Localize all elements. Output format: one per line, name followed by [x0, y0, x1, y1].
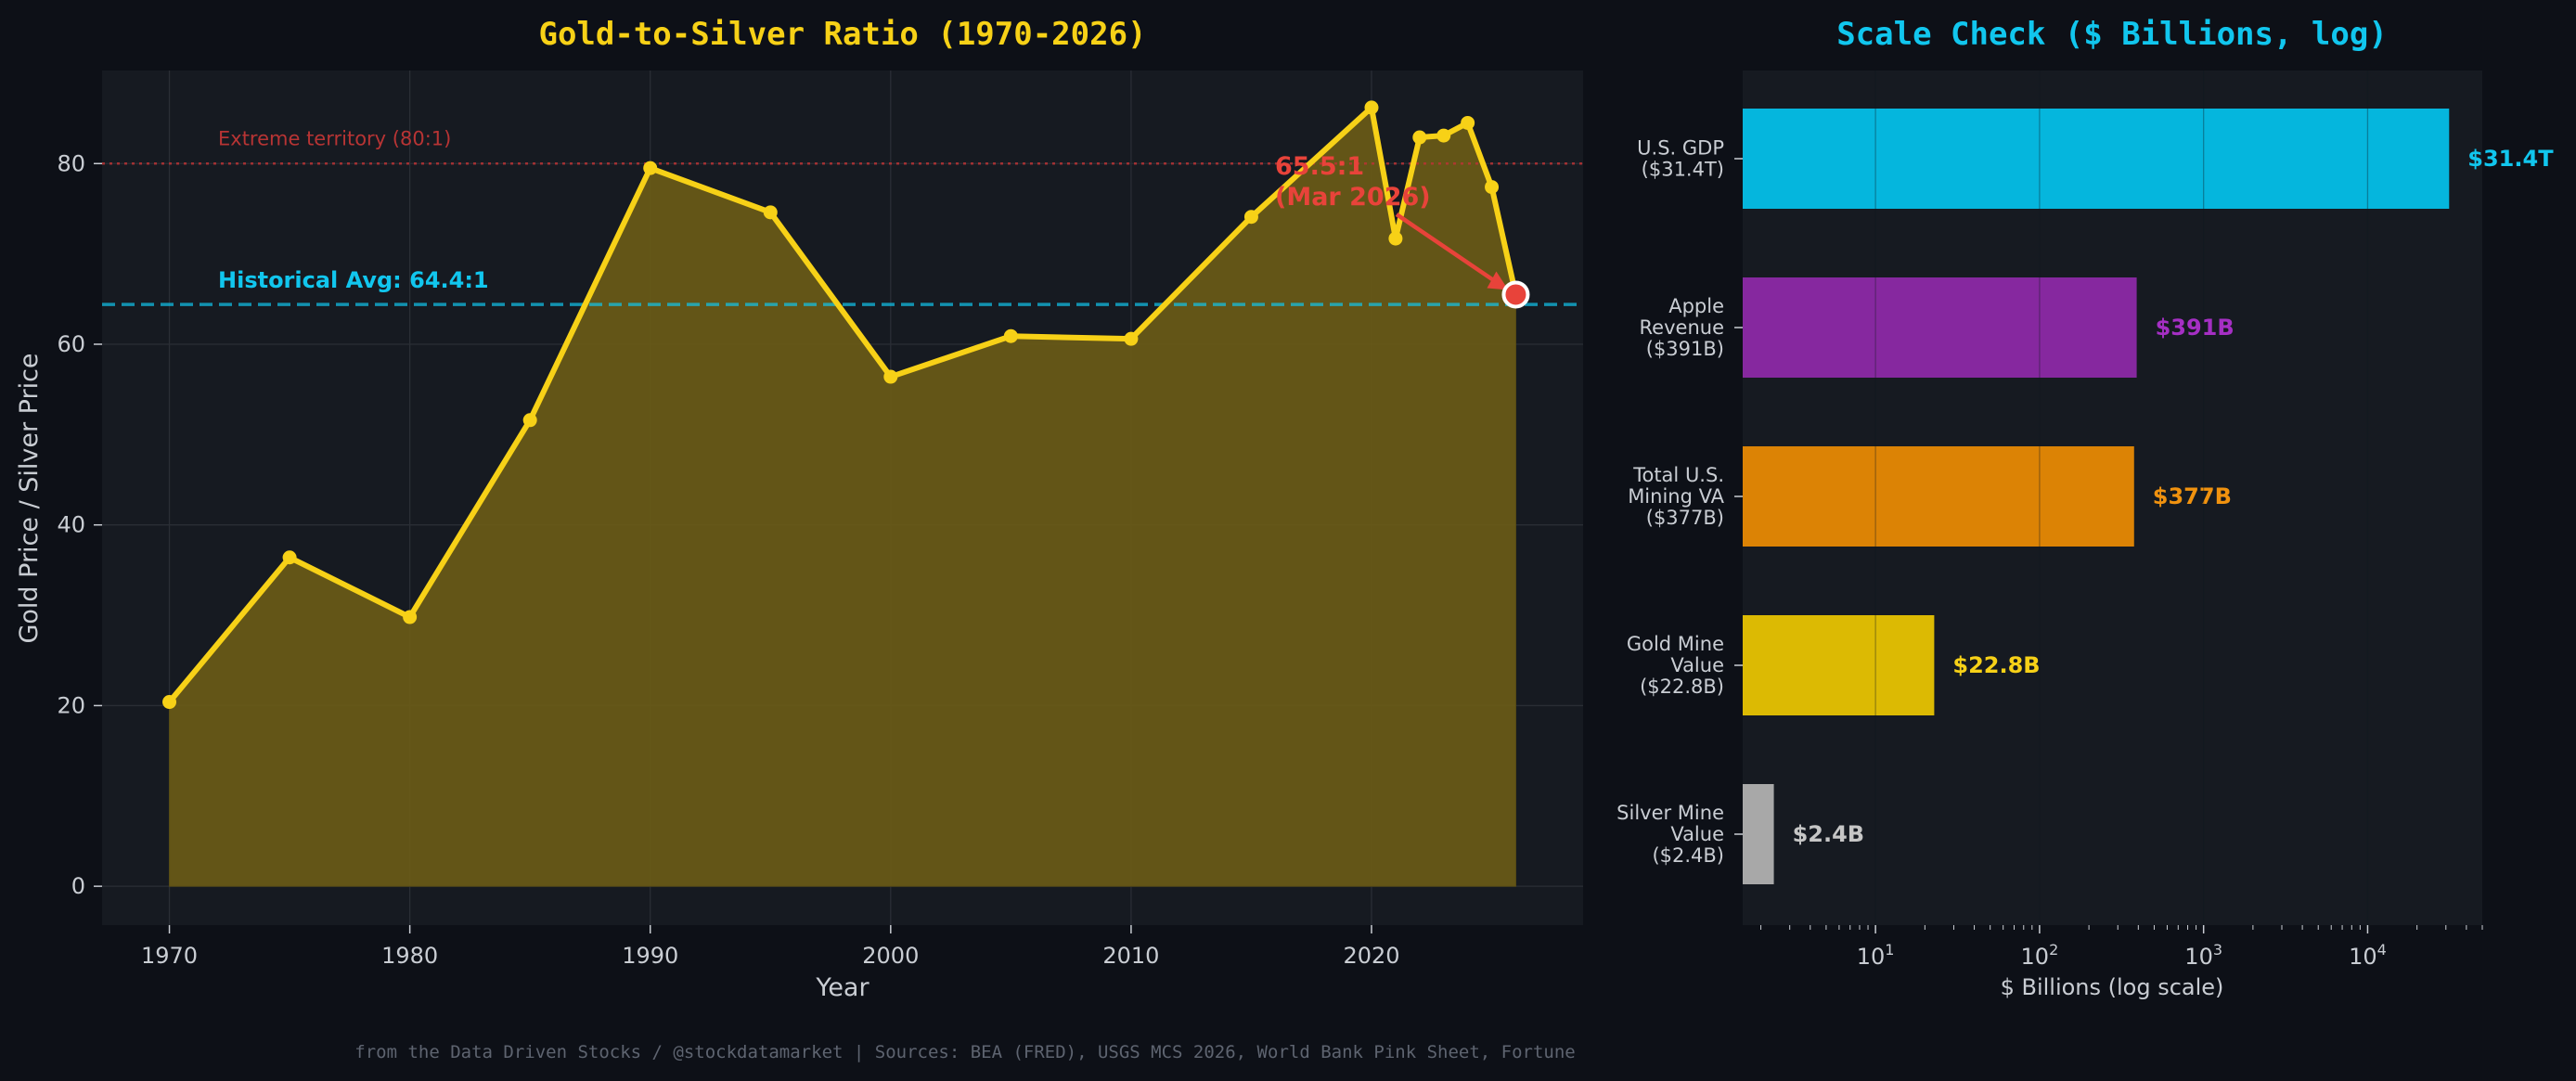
tick-base: 10 — [2349, 944, 2377, 970]
x-tick-label: 101 — [1857, 941, 1895, 970]
tick-base: 10 — [2021, 944, 2050, 970]
x-tick-label: 102 — [2021, 941, 2059, 970]
ratio-data-point — [162, 695, 177, 710]
x-tick-label: 103 — [2184, 941, 2222, 970]
ratio-data-point — [1003, 328, 1018, 343]
x-tick-label: 104 — [2349, 941, 2387, 970]
y-tick-label: 20 — [57, 692, 85, 718]
tick-exponent: 4 — [2377, 941, 2387, 959]
category-label: Silver Mine — [1616, 802, 1724, 824]
ratio-chart: Extreme territory (80:1) Historical Avg: … — [15, 16, 1583, 1002]
scale-chart-title: Scale Check ($ Billions, log) — [1836, 16, 2388, 53]
ratio-data-point — [763, 205, 778, 220]
bar — [1743, 277, 2137, 378]
tick-exponent: 1 — [1885, 941, 1894, 959]
y-tick-label: 60 — [57, 331, 85, 357]
bar-value-label: $377B — [2153, 483, 2232, 509]
ratio-data-point — [1412, 130, 1427, 145]
x-tick-label: 2020 — [1343, 943, 1399, 969]
category-label: ($31.4T) — [1642, 159, 1724, 181]
extreme-territory-label: Extreme territory (80:1) — [218, 127, 451, 149]
category-label: ($2.4B) — [1652, 844, 1724, 867]
ratio-data-point — [1364, 100, 1379, 115]
annotation-arrow-shaft — [1395, 212, 1502, 288]
category-label: Value — [1670, 654, 1724, 676]
ratio-chart-title: Gold-to-Silver Ratio (1970-2026) — [538, 16, 1146, 53]
category-label: Apple — [1668, 295, 1724, 317]
bar — [1743, 109, 2450, 209]
category-label: Gold Mine — [1627, 633, 1724, 655]
ratio-data-point — [643, 161, 658, 175]
bar-value-label: $391B — [2156, 315, 2235, 341]
tick-base: 10 — [1857, 944, 1886, 970]
current-ratio-marker — [1501, 280, 1530, 309]
historical-average-label: Historical Avg: 64.4:1 — [218, 267, 489, 293]
ratio-data-point — [1485, 180, 1500, 195]
ratio-data-point — [403, 610, 418, 624]
ratio-data-point — [883, 369, 898, 384]
annotation-arrow-head — [1487, 271, 1509, 290]
bar-value-label: $22.8B — [1952, 652, 2040, 678]
scale-bars: $31.4T $391B $377B $22.8B $2.4B — [1743, 109, 2554, 884]
category-label: Value — [1670, 823, 1724, 845]
x-tick-label: 1970 — [141, 943, 198, 969]
ratio-data-point — [282, 550, 297, 565]
bar — [1743, 615, 1935, 715]
annotation-value-label: 65.5:1 — [1275, 152, 1364, 181]
tick-exponent: 2 — [2049, 941, 2058, 959]
ratio-data-point — [522, 413, 537, 428]
tick-exponent: 3 — [2213, 941, 2222, 959]
category-label: Revenue — [1640, 316, 1724, 339]
footer-source-note: from the Data Driven Stocks / @stockdata… — [354, 1042, 1575, 1062]
tick-base: 10 — [2184, 944, 2213, 970]
ratio-y-axis-label: Gold Price / Silver Price — [15, 353, 44, 643]
bar-value-label: $2.4B — [1793, 821, 1865, 847]
ratio-data-point — [1461, 115, 1475, 130]
y-tick-label: 80 — [57, 150, 85, 176]
bar-value-label: $31.4T — [2467, 146, 2554, 172]
scale-x-axis-label: $ Billions (log scale) — [2001, 974, 2224, 1000]
y-tick-label: 0 — [71, 873, 85, 899]
x-tick-label: 1980 — [381, 943, 438, 969]
bar — [1743, 446, 2134, 547]
ratio-data-point — [1243, 210, 1258, 225]
category-label: Total U.S. — [1632, 464, 1724, 486]
reference-lines: Extreme territory (80:1) Historical Avg: … — [102, 127, 1583, 306]
x-tick-label: 1990 — [622, 943, 678, 969]
ratio-data-point — [1388, 231, 1403, 246]
category-label: ($391B) — [1646, 338, 1724, 360]
category-label: Mining VA — [1628, 485, 1724, 508]
scale-chart: $31.4T $391B $377B $22.8B $2.4B U.S. GDP($31… — [1616, 16, 2554, 1000]
category-label: U.S. GDP — [1637, 137, 1724, 160]
bar — [1743, 784, 1774, 884]
y-tick-label: 40 — [57, 512, 85, 538]
x-tick-label: 2010 — [1102, 943, 1159, 969]
ratio-axes: 1970 1980 1990 2000 2010 2020 0 20 40 60 80 — [57, 150, 1399, 969]
current-annotation: 65.5:1(Mar 2026) — [1275, 152, 1530, 309]
ratio-x-axis-label: Year — [815, 973, 869, 1002]
category-label: ($377B) — [1646, 507, 1724, 529]
ratio-data-point — [1124, 331, 1139, 346]
x-tick-label: 2000 — [862, 943, 919, 969]
scale-gridlines — [1874, 71, 2369, 925]
category-label: ($22.8B) — [1640, 676, 1724, 698]
ratio-series-points — [162, 100, 1500, 710]
ratio-data-point — [1436, 128, 1451, 143]
annotation-date-label: (Mar 2026) — [1275, 183, 1431, 212]
